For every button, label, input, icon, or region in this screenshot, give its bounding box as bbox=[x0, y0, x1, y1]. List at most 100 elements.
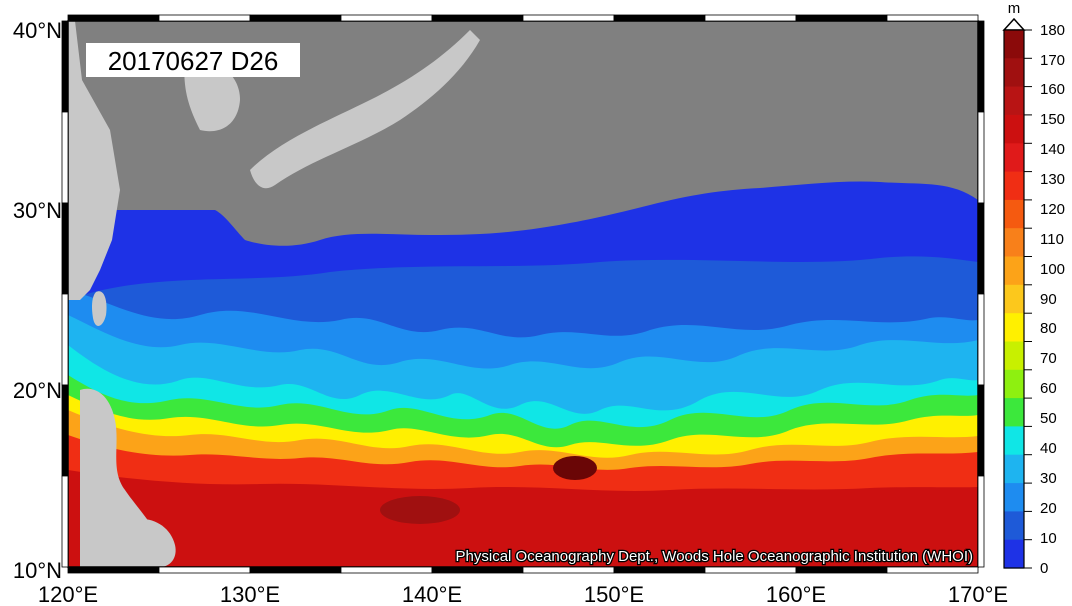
hotspot-160m bbox=[380, 496, 460, 524]
credit-label: Physical Oceanography Dept., Woods Hole … bbox=[456, 548, 973, 565]
colorbar-label: 140 bbox=[1040, 141, 1065, 158]
colorbar-swatch bbox=[1004, 369, 1024, 399]
colorbar-ticks bbox=[1024, 29, 1032, 569]
latitude-labels: 40°N 30°N 20°N 10°N bbox=[13, 18, 62, 583]
frame-segment bbox=[977, 111, 985, 204]
colorbar-label: 70 bbox=[1040, 350, 1057, 367]
land-north-pacific-mask bbox=[68, 21, 978, 246]
lat-label: 30°N bbox=[13, 198, 62, 223]
land-japan bbox=[250, 30, 480, 189]
frame-segment bbox=[522, 566, 615, 574]
date-depth-title: 20170627 D26 bbox=[86, 43, 300, 77]
frame-segment bbox=[158, 14, 251, 22]
colorbar-label: 110 bbox=[1040, 231, 1064, 248]
colorbar-swatch bbox=[1004, 313, 1024, 343]
colorbar-swatches bbox=[1004, 30, 1024, 569]
band-150m bbox=[68, 470, 978, 567]
colorbar-swatch bbox=[1004, 86, 1024, 116]
lon-label: 120°E bbox=[38, 582, 98, 606]
frame-segment bbox=[61, 293, 69, 386]
frame-segment bbox=[61, 111, 69, 204]
frame-segment bbox=[158, 566, 251, 574]
colorbar-swatch bbox=[1004, 426, 1024, 456]
frame-segment bbox=[795, 566, 888, 574]
frame-segment bbox=[977, 475, 985, 568]
colorbar-swatch bbox=[1004, 454, 1024, 484]
frame-segment bbox=[67, 566, 160, 574]
colorbar-swatch bbox=[1004, 171, 1024, 201]
colorbar-label: 40 bbox=[1040, 440, 1057, 457]
frame-segment bbox=[795, 14, 888, 22]
colorbar-swatch bbox=[1004, 284, 1024, 314]
longitude-labels: 120°E 130°E 140°E 150°E 160°E 170°E bbox=[38, 582, 1008, 606]
colorbar-labels: 180 170 160 150 140 130 120 110 100 90 8… bbox=[1040, 22, 1065, 577]
frame-segment bbox=[431, 14, 524, 22]
frame-segment bbox=[977, 20, 985, 113]
colorbar-swatch bbox=[1004, 143, 1024, 173]
lon-label: 160°E bbox=[766, 582, 826, 606]
map-frame-ticks bbox=[61, 14, 985, 574]
frame-segment bbox=[340, 566, 433, 574]
frame-segment bbox=[613, 14, 706, 22]
hotspot-170m bbox=[553, 456, 597, 480]
lat-label: 40°N bbox=[13, 18, 62, 43]
frame-segment bbox=[522, 14, 615, 22]
frame-segment bbox=[977, 384, 985, 477]
colorbar-label: 180 bbox=[1040, 22, 1065, 39]
frame-segment bbox=[613, 566, 706, 574]
colorbar-swatch bbox=[1004, 228, 1024, 258]
frame-segment bbox=[431, 566, 524, 574]
frame-segment bbox=[886, 14, 979, 22]
map-plot-area bbox=[68, 21, 978, 567]
colorbar-label: 150 bbox=[1040, 111, 1065, 128]
colorbar-swatch bbox=[1004, 511, 1024, 541]
frame-segment bbox=[249, 14, 342, 22]
frame-segment bbox=[704, 566, 797, 574]
frame-segment bbox=[977, 293, 985, 386]
frame-segment bbox=[61, 20, 69, 113]
colorbar-overflow-arrow bbox=[1002, 17, 1026, 31]
frame-segment bbox=[61, 475, 69, 568]
lat-label: 10°N bbox=[13, 558, 62, 583]
colorbar-swatch bbox=[1004, 256, 1024, 286]
lat-label: 20°N bbox=[13, 378, 62, 403]
colorbar-swatch bbox=[1004, 539, 1024, 569]
colorbar-label: 130 bbox=[1040, 171, 1065, 188]
lon-label: 140°E bbox=[402, 582, 462, 606]
colorbar-label: 10 bbox=[1040, 530, 1057, 547]
colorbar-label: 120 bbox=[1040, 201, 1065, 218]
colorbar-swatch bbox=[1004, 114, 1024, 144]
colorbar-label: 30 bbox=[1040, 470, 1057, 487]
colorbar-label: 0 bbox=[1040, 560, 1048, 577]
colorbar-label: 50 bbox=[1040, 410, 1057, 427]
frame-segment bbox=[704, 14, 797, 22]
land-asia-coast bbox=[68, 21, 120, 300]
lon-label: 130°E bbox=[220, 582, 280, 606]
colorbar-label: 20 bbox=[1040, 500, 1057, 517]
colorbar-label: 60 bbox=[1040, 380, 1057, 397]
frame-segment bbox=[249, 566, 342, 574]
lon-label: 150°E bbox=[584, 582, 644, 606]
colorbar-label: 160 bbox=[1040, 81, 1065, 98]
colorbar-swatch bbox=[1004, 30, 1024, 59]
frame-segment bbox=[67, 14, 160, 22]
frame-segment bbox=[977, 202, 985, 295]
colorbar-swatch bbox=[1004, 483, 1024, 512]
colorbar-swatch bbox=[1004, 199, 1024, 229]
land-korea bbox=[184, 59, 240, 132]
colorbar-label: 80 bbox=[1040, 320, 1057, 337]
colorbar-swatch bbox=[1004, 341, 1024, 371]
frame-segment bbox=[886, 566, 979, 574]
colorbar-swatch bbox=[1004, 58, 1024, 88]
lon-label: 170°E bbox=[948, 582, 1008, 606]
title-box bbox=[86, 43, 300, 77]
colorbar-label: 170 bbox=[1040, 52, 1065, 69]
frame-segment bbox=[61, 384, 69, 477]
colorbar-unit: m bbox=[1008, 0, 1021, 17]
colorbar-swatch bbox=[1004, 398, 1024, 427]
land-taiwan bbox=[92, 291, 107, 326]
colorbar: m 180 170 160 150 140 130 120 110 100 90… bbox=[1002, 0, 1065, 577]
frame-segment bbox=[340, 14, 433, 22]
title-label: 20170627 D26 bbox=[108, 46, 279, 76]
